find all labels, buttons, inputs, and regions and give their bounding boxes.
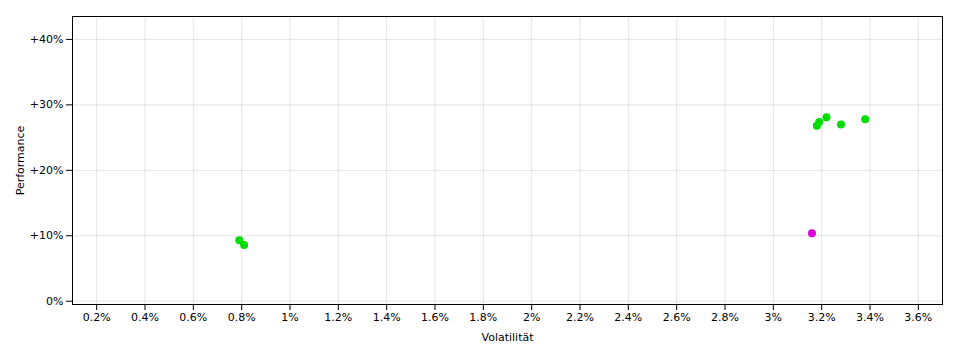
svg-text:1.6%: 1.6%	[421, 311, 449, 324]
svg-text:0%: 0%	[46, 295, 63, 308]
svg-text:3.2%: 3.2%	[808, 311, 836, 324]
svg-text:Volatilität: Volatilität	[481, 331, 534, 344]
svg-text:Performance: Performance	[14, 125, 27, 195]
svg-text:2%: 2%	[523, 311, 540, 324]
svg-text:0.6%: 0.6%	[179, 311, 207, 324]
svg-text:+10%: +10%	[30, 229, 64, 242]
svg-text:2.6%: 2.6%	[663, 311, 691, 324]
svg-text:0.2%: 0.2%	[83, 311, 111, 324]
svg-text:1.4%: 1.4%	[373, 311, 401, 324]
svg-text:2.2%: 2.2%	[566, 311, 594, 324]
svg-text:2.4%: 2.4%	[614, 311, 642, 324]
svg-text:+40%: +40%	[30, 33, 64, 46]
svg-text:1%: 1%	[281, 311, 298, 324]
svg-text:1.2%: 1.2%	[324, 311, 352, 324]
svg-text:0.8%: 0.8%	[228, 311, 256, 324]
svg-text:1.8%: 1.8%	[469, 311, 497, 324]
svg-text:+30%: +30%	[30, 98, 64, 111]
svg-text:3.4%: 3.4%	[856, 311, 884, 324]
svg-text:2.8%: 2.8%	[711, 311, 739, 324]
svg-text:+20%: +20%	[30, 164, 64, 177]
svg-text:3.6%: 3.6%	[904, 311, 932, 324]
svg-text:3%: 3%	[765, 311, 782, 324]
svg-text:0.4%: 0.4%	[131, 311, 159, 324]
